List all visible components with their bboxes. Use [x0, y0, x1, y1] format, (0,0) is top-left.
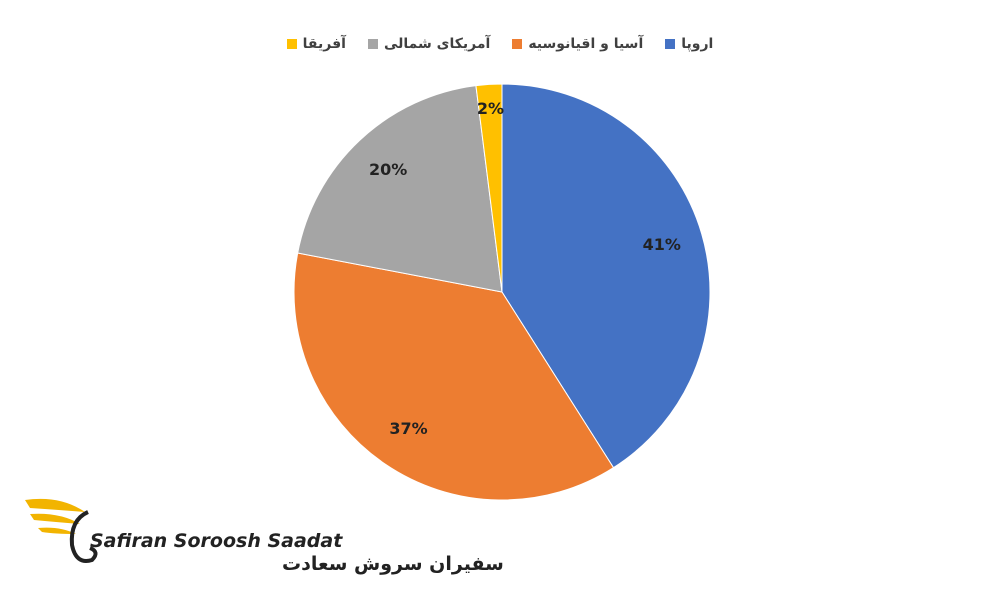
data-label: 2% [477, 99, 504, 118]
brand: Safiran Soroosh Saadat [90, 530, 343, 552]
legend-swatch [512, 39, 523, 49]
pie-slice [475, 83, 503, 293]
pie-slice [293, 252, 615, 501]
legend: اروپا آسیا و اقیانوسیه آمریکای شمالی آفریقا [0, 36, 1000, 52]
logo-wing [25, 498, 85, 534]
pie-slice [501, 83, 711, 469]
legend-item: آفریقا [286, 36, 346, 52]
pie-slice [297, 85, 503, 293]
pie: 41% 37% 20% 2% [293, 83, 711, 501]
legend-item: اروپا [665, 36, 713, 52]
legend-swatch [665, 39, 676, 49]
brand-fa: سفیران سروش سعادت [282, 553, 504, 575]
logo-swan [69, 510, 98, 563]
legend-label: اروپا [681, 36, 714, 52]
legend-swatch [286, 39, 297, 49]
data-label: 41% [643, 235, 681, 254]
legend-label: آفریقا [302, 36, 346, 52]
logo: Safiran Soroosh Saadat سفیران سروش سعادت [25, 498, 504, 575]
legend-item: آمریکای شمالی [367, 36, 491, 52]
legend-label: آسیا و اقیانوسیه [528, 36, 644, 52]
data-label: 20% [369, 160, 407, 179]
data-label: 37% [389, 419, 427, 438]
legend-swatch [367, 39, 378, 49]
legend-item: آسیا و اقیانوسیه [512, 36, 643, 52]
legend-label: آمریکای شمالی [383, 36, 491, 52]
